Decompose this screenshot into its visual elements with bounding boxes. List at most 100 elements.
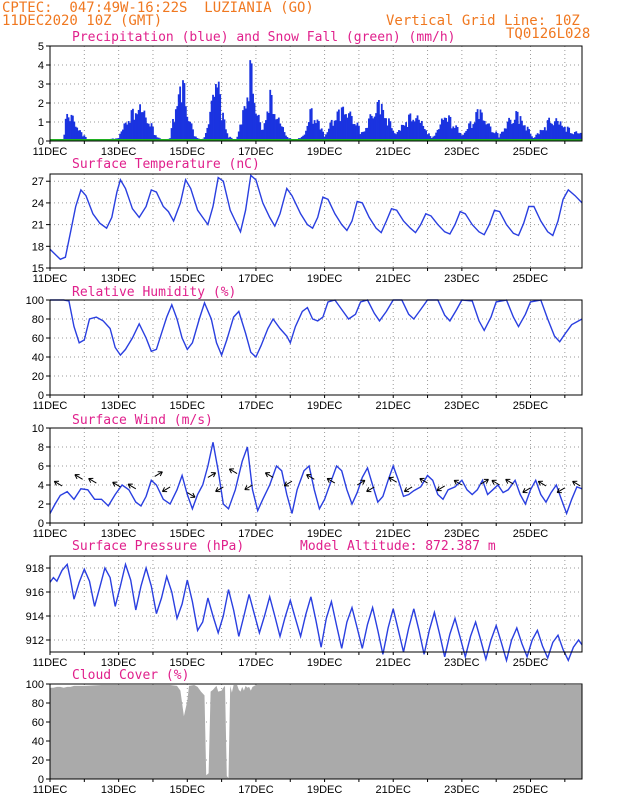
precip-bar	[69, 121, 71, 141]
precip-bar	[529, 133, 532, 141]
precip-bar	[355, 125, 357, 141]
x-tick-label: 21DEC	[375, 657, 411, 669]
precip-bar	[190, 123, 193, 141]
header-run-id: TQ0126L028	[506, 26, 591, 42]
precip-bar	[272, 114, 274, 141]
wind-arrow-shaft	[244, 484, 253, 491]
precip-bar	[183, 83, 186, 141]
precip-bar	[83, 135, 86, 141]
wind-arrow-head	[112, 481, 118, 487]
wind-arrow	[215, 486, 224, 493]
precip-bar	[571, 133, 573, 141]
x-tick-label: 15DEC	[170, 528, 206, 540]
x-tick-label: 11DEC	[33, 400, 68, 412]
precip-bar	[472, 124, 475, 141]
precip-bar	[127, 121, 130, 141]
precip-bar	[179, 86, 182, 141]
precip-bar	[539, 129, 542, 141]
precip-bar	[359, 134, 362, 141]
wind-arrow-head	[127, 483, 133, 489]
wind-arrow-head	[228, 468, 235, 474]
precip-bar	[543, 127, 546, 141]
precip-bar	[174, 109, 177, 141]
precip-bar	[505, 128, 508, 141]
precip-bar	[460, 135, 463, 141]
x-tick-label: 13DEC	[101, 146, 137, 158]
precip-bar	[345, 114, 347, 141]
wind-arrow-shaft	[229, 468, 238, 475]
precip-bar	[475, 112, 478, 141]
precip-bar	[512, 123, 515, 141]
precip-bar	[209, 111, 212, 141]
precip-bar	[519, 116, 522, 141]
wind-arrow-head	[491, 479, 497, 485]
wind-arrow	[53, 480, 63, 487]
precip-bar	[565, 131, 568, 141]
wind-arrow	[436, 485, 445, 492]
precip-bar	[152, 126, 154, 141]
precip-bar	[216, 87, 219, 141]
panel-title: Relative Humidity (%)	[72, 285, 236, 300]
precip-bar	[493, 133, 496, 141]
precip-bar	[556, 120, 559, 141]
wind-arrow-head	[522, 488, 528, 494]
precip-bar	[368, 118, 370, 141]
precip-bar	[455, 125, 458, 141]
wind-arrow-head	[419, 477, 425, 483]
precip-bar	[222, 112, 224, 141]
precip-bar	[252, 93, 254, 141]
wind-arrow-shaft	[283, 480, 293, 487]
plot-frame	[49, 173, 583, 269]
x-tick-label: 19DEC	[307, 784, 343, 796]
precip-bar	[426, 134, 429, 141]
x-tick-label: 23DEC	[444, 528, 480, 540]
precip-bar	[67, 117, 70, 141]
precip-bar	[553, 121, 556, 141]
precip-bar	[402, 124, 405, 141]
x-tick-label: 15DEC	[170, 400, 206, 412]
cloud-area	[50, 685, 582, 779]
wind-arrow-shaft	[404, 486, 413, 492]
rh-line	[50, 299, 583, 359]
precip-bar	[492, 132, 495, 141]
precip-bar	[349, 111, 352, 141]
wind-arrow	[74, 474, 83, 480]
precip-bar	[71, 115, 74, 141]
precip-bar	[307, 122, 310, 141]
precip-bar	[140, 112, 143, 141]
precip-bar	[439, 124, 442, 141]
precip-bar	[511, 124, 513, 141]
wind-arrow	[556, 487, 566, 494]
x-tick-label: 17DEC	[238, 273, 274, 285]
precip-bar	[210, 100, 213, 141]
precip-bar	[219, 94, 222, 141]
precip-bar	[177, 94, 180, 141]
precip-bar	[429, 136, 432, 141]
precip-bar	[277, 117, 280, 141]
precip-bar	[146, 123, 149, 141]
precip-bar	[412, 119, 415, 141]
precip-bar	[372, 118, 375, 141]
precip-bar	[432, 136, 435, 141]
precip-bar	[280, 126, 283, 141]
x-tick-label: 15DEC	[170, 784, 206, 796]
precip-bar	[147, 123, 150, 141]
precip-bar	[327, 128, 330, 141]
precip-bar	[213, 96, 216, 141]
y-tick-label: 4	[38, 60, 44, 72]
precip-bar	[316, 119, 319, 141]
header-line2: 11DEC2020 10Z (GMT)	[2, 13, 163, 29]
wind-arrow-head	[360, 479, 366, 485]
plot-frame	[49, 683, 583, 780]
precip-bar	[154, 135, 157, 141]
wind-arrow	[326, 477, 336, 484]
panel-precip: Precipitation (blue) and Snow Fall (gree…	[33, 30, 583, 158]
precip-bar	[358, 125, 360, 141]
precip-bar	[84, 136, 87, 141]
x-tick-label: 23DEC	[444, 400, 480, 412]
wind-arrow-shaft	[480, 478, 489, 485]
precip-bar	[470, 127, 473, 141]
x-tick-label: 25DEC	[513, 273, 549, 285]
wind-arrow-head	[505, 478, 511, 484]
precip-bar	[531, 136, 533, 141]
